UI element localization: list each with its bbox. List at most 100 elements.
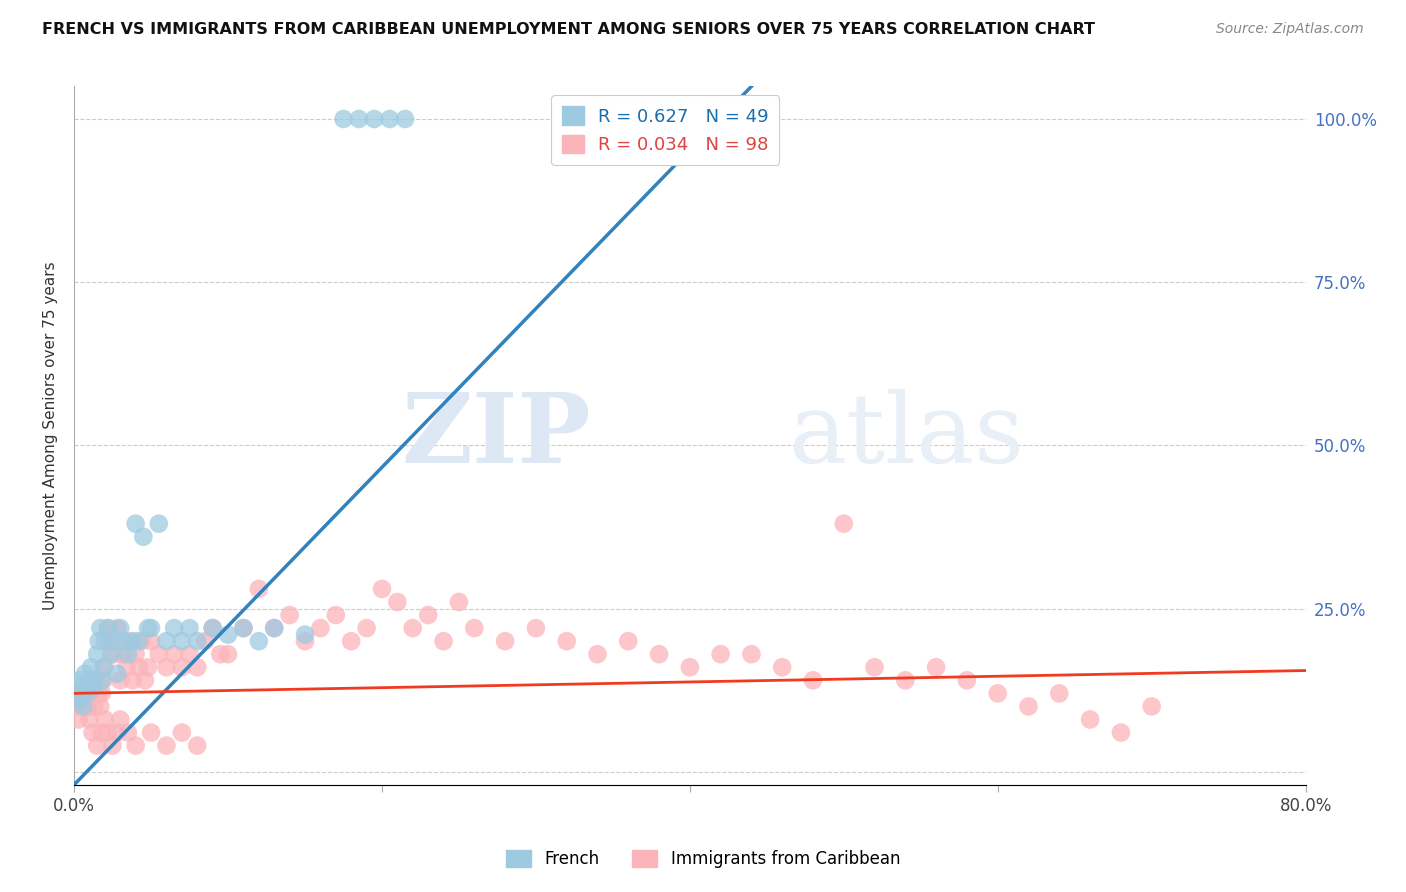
Point xyxy=(148,647,170,661)
Text: Source: ZipAtlas.com: Source: ZipAtlas.com xyxy=(1216,22,1364,37)
Point xyxy=(155,660,177,674)
Point xyxy=(118,634,141,648)
Point xyxy=(586,647,609,661)
Point xyxy=(832,516,855,531)
Point xyxy=(801,673,824,688)
Point xyxy=(69,673,91,688)
Point xyxy=(66,680,89,694)
Point xyxy=(1078,713,1101,727)
Point xyxy=(128,660,150,674)
Point xyxy=(79,673,101,688)
Point xyxy=(363,112,385,126)
Point xyxy=(121,673,143,688)
Point xyxy=(340,634,363,648)
Point xyxy=(294,634,316,648)
Point xyxy=(155,634,177,648)
Point xyxy=(84,686,107,700)
Point xyxy=(148,516,170,531)
Point xyxy=(418,608,440,623)
Point xyxy=(309,621,332,635)
Point xyxy=(80,660,103,674)
Point xyxy=(83,699,105,714)
Point xyxy=(1018,699,1040,714)
Point xyxy=(94,660,117,674)
Point xyxy=(79,713,101,727)
Point xyxy=(247,634,270,648)
Point xyxy=(83,680,105,694)
Point xyxy=(97,621,120,635)
Point xyxy=(87,686,110,700)
Point xyxy=(75,680,97,694)
Point xyxy=(710,647,733,661)
Point xyxy=(89,699,111,714)
Point xyxy=(100,647,122,661)
Point xyxy=(105,666,128,681)
Point xyxy=(394,112,416,126)
Point xyxy=(136,660,159,674)
Point xyxy=(679,660,702,674)
Point xyxy=(617,634,640,648)
Point xyxy=(186,634,208,648)
Point xyxy=(1140,699,1163,714)
Point xyxy=(894,673,917,688)
Point xyxy=(402,621,425,635)
Point xyxy=(117,647,139,661)
Point xyxy=(325,608,347,623)
Point xyxy=(82,673,104,688)
Point xyxy=(103,634,125,648)
Point xyxy=(67,693,90,707)
Point xyxy=(128,634,150,648)
Point xyxy=(648,647,671,661)
Point xyxy=(110,673,132,688)
Legend: R = 0.627   N = 49, R = 0.034   N = 98: R = 0.627 N = 49, R = 0.034 N = 98 xyxy=(551,95,779,165)
Point xyxy=(447,595,470,609)
Point xyxy=(555,634,578,648)
Text: atlas: atlas xyxy=(789,389,1025,483)
Point xyxy=(1109,725,1132,739)
Point xyxy=(232,621,254,635)
Point xyxy=(131,634,153,648)
Point xyxy=(77,686,100,700)
Point xyxy=(72,699,94,714)
Point xyxy=(278,608,301,623)
Y-axis label: Unemployment Among Seniors over 75 years: Unemployment Among Seniors over 75 years xyxy=(44,261,58,610)
Point xyxy=(124,516,146,531)
Point xyxy=(82,673,104,688)
Point xyxy=(139,634,162,648)
Legend: French, Immigrants from Caribbean: French, Immigrants from Caribbean xyxy=(499,843,907,875)
Point xyxy=(87,634,110,648)
Point xyxy=(69,686,91,700)
Point xyxy=(94,634,117,648)
Point xyxy=(155,739,177,753)
Point xyxy=(163,647,186,661)
Point xyxy=(463,621,485,635)
Point xyxy=(863,660,886,674)
Point xyxy=(332,112,354,126)
Point xyxy=(117,725,139,739)
Text: ZIP: ZIP xyxy=(402,389,592,483)
Point xyxy=(170,660,193,674)
Point xyxy=(179,621,201,635)
Point xyxy=(110,713,132,727)
Point xyxy=(91,673,114,688)
Text: FRENCH VS IMMIGRANTS FROM CARIBBEAN UNEMPLOYMENT AMONG SENIORS OVER 75 YEARS COR: FRENCH VS IMMIGRANTS FROM CARIBBEAN UNEM… xyxy=(42,22,1095,37)
Point xyxy=(73,699,96,714)
Point xyxy=(97,725,120,739)
Point xyxy=(494,634,516,648)
Point xyxy=(201,621,224,635)
Point xyxy=(263,621,285,635)
Point xyxy=(232,621,254,635)
Point xyxy=(356,621,378,635)
Point xyxy=(89,621,111,635)
Point xyxy=(103,647,125,661)
Point xyxy=(80,686,103,700)
Point xyxy=(956,673,979,688)
Point xyxy=(371,582,394,596)
Point xyxy=(73,666,96,681)
Point xyxy=(136,621,159,635)
Point xyxy=(94,713,117,727)
Point xyxy=(263,621,285,635)
Point xyxy=(75,686,97,700)
Point xyxy=(112,634,135,648)
Point xyxy=(179,647,201,661)
